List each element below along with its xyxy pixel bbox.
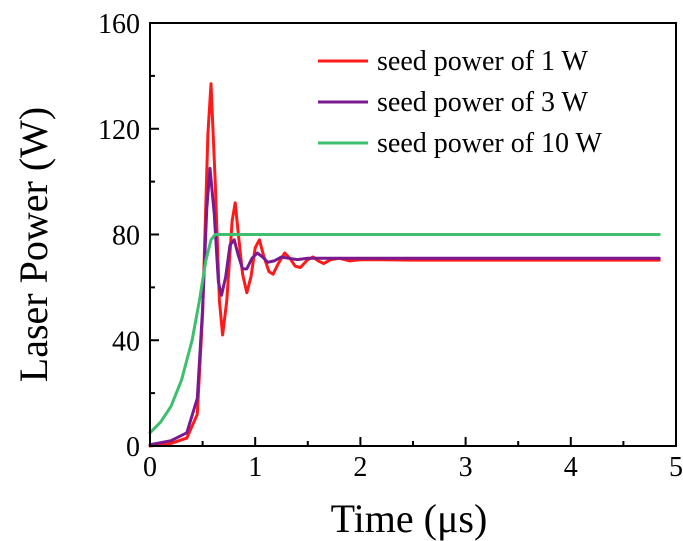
y-tick-label: 120 [98,115,140,146]
series-line-2 [148,166,661,447]
legend-label-1: seed power of 1 W [377,46,589,77]
series-line-3 [148,233,661,435]
y-tick-label: 160 [98,9,140,40]
legend: seed power of 1 W seed power of 3 W seed p… [318,46,603,159]
x-axis-title: Time (μs) [331,496,488,541]
y-tick-label: 0 [126,432,140,463]
legend-label-2: seed power of 3 W [377,87,589,118]
x-tick-label: 5 [669,452,683,483]
x-tick-label: 2 [353,452,367,483]
series-line-1 [148,82,661,448]
y-axis-ticks: 0 40 80 120 160 [98,9,159,463]
x-tick-label: 3 [459,452,473,483]
y-tick-label: 80 [112,221,140,252]
legend-label-3: seed power of 10 W [377,128,603,159]
y-tick-label: 40 [112,326,140,357]
x-axis-ticks: 0 1 2 3 4 5 [143,437,683,483]
series-lines [148,82,661,448]
x-tick-label: 4 [564,452,578,483]
y-axis-title: Laser Power (W) [11,107,56,382]
x-tick-label: 0 [143,452,157,483]
x-tick-label: 1 [248,452,262,483]
